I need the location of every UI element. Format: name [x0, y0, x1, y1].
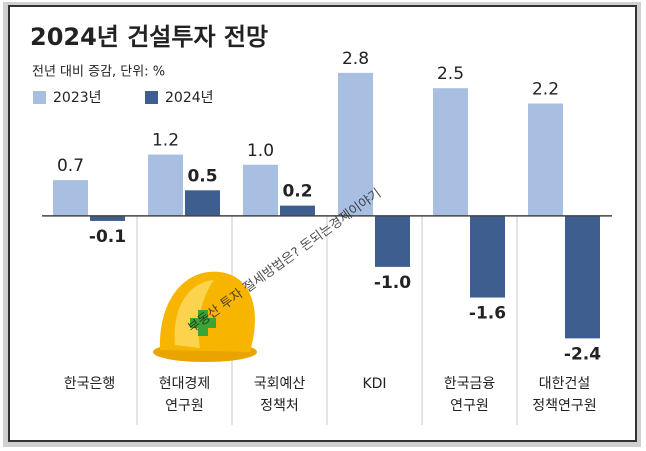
x-tick-label: 연구원: [165, 398, 204, 414]
bar: [470, 215, 505, 298]
bar: [243, 164, 278, 216]
x-tick-label: 현대경제: [159, 376, 211, 392]
bar: [148, 154, 183, 216]
legend-label: 2023년: [53, 90, 102, 106]
legend-swatch: [145, 91, 158, 104]
bar: [375, 215, 410, 267]
x-tick-label: 한국금융: [444, 376, 496, 392]
bar: [53, 180, 88, 216]
bar: [528, 103, 563, 216]
x-tick-label: 연구원: [450, 398, 489, 414]
x-tick-label: 정책처: [260, 398, 299, 414]
data-label: 2.8: [342, 49, 369, 69]
hard-hat-illustration: [153, 271, 257, 362]
data-label: 0.2: [282, 182, 312, 202]
data-label: 1.0: [247, 141, 274, 161]
x-tick-label: 대한건설: [539, 376, 591, 392]
chart-subtitle: 전년 대비 증감, 단위: %: [32, 65, 165, 80]
x-tick-label: 정책연구원: [532, 398, 596, 414]
data-label: 2.5: [437, 64, 464, 84]
x-tick-label: 국회예산: [254, 376, 306, 392]
bar: [565, 215, 600, 339]
data-label: -2.4: [564, 344, 601, 364]
data-label: 2.2: [532, 80, 559, 100]
frame: [8, 5, 637, 442]
chart-title: 2024년 건설투자 전망: [30, 23, 268, 51]
data-label: 0.7: [57, 156, 84, 176]
legend-label: 2024년: [165, 90, 214, 106]
x-tick-label: KDI: [362, 376, 386, 392]
data-label: 1.2: [152, 131, 179, 151]
legend-swatch: [33, 91, 46, 104]
bar: [280, 205, 315, 216]
bar: [90, 215, 125, 221]
data-label: -1.6: [469, 304, 506, 324]
data-label: 0.5: [187, 166, 217, 186]
data-label: -1.0: [374, 273, 411, 293]
x-tick-label: 한국은행: [64, 376, 116, 392]
bar: [433, 88, 468, 216]
bar: [338, 72, 373, 216]
bar: [185, 190, 220, 216]
data-label: -0.1: [89, 227, 126, 247]
